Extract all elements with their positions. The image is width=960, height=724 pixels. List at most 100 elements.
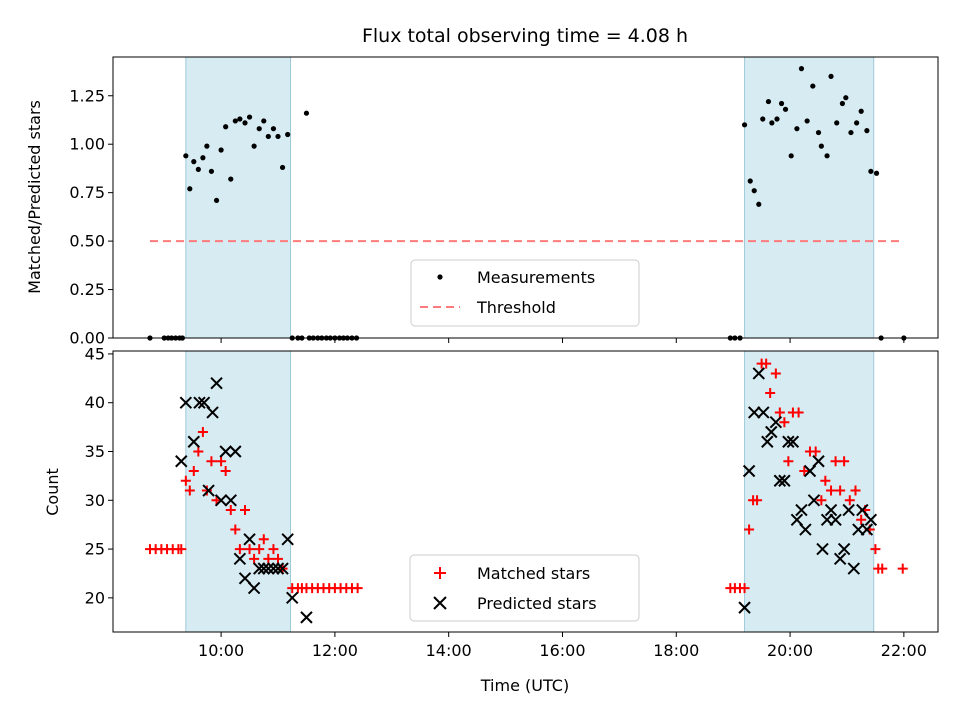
matched-star-point bbox=[774, 407, 785, 418]
bottom-count-points bbox=[144, 358, 908, 624]
legend-threshold-label: Threshold bbox=[476, 298, 556, 317]
measurement-point bbox=[270, 126, 277, 132]
matched-star-point bbox=[244, 544, 255, 555]
predicted-star-point bbox=[824, 503, 838, 517]
measurement-point bbox=[208, 168, 215, 174]
matched-star-point bbox=[188, 466, 199, 477]
measurement-point bbox=[824, 153, 830, 159]
bottom-y-axis-label: Count bbox=[43, 468, 62, 516]
measurement-point bbox=[232, 118, 238, 124]
predicted-star-point bbox=[864, 513, 878, 527]
legend-predicted-label: Predicted stars bbox=[477, 594, 597, 613]
predicted-star-point bbox=[842, 503, 855, 517]
predicted-star-point bbox=[219, 445, 232, 458]
bottom-y-tick-label: 40 bbox=[85, 393, 105, 412]
predicted-star-point bbox=[210, 376, 223, 390]
predicted-star-point bbox=[247, 581, 261, 595]
bottom-legend-box bbox=[409, 554, 640, 622]
bottom-x-tick-label: 10:00 bbox=[198, 641, 244, 660]
measurement-point bbox=[798, 66, 805, 72]
bottom-y-tick-label: 30 bbox=[85, 491, 105, 510]
predicted-star-point bbox=[224, 494, 237, 507]
bottom-legend: Matched stars Predicted stars bbox=[409, 554, 640, 622]
measurement-point bbox=[815, 129, 822, 136]
bottom-y-tick-label: 45 bbox=[85, 344, 105, 363]
measurement-point bbox=[765, 98, 772, 105]
matched-star-point bbox=[835, 485, 846, 496]
measurement-point bbox=[195, 166, 201, 172]
shaded-interval-1 bbox=[744, 56, 875, 339]
top-y-tick-label: 1.25 bbox=[69, 86, 105, 105]
predicted-star-point bbox=[253, 562, 266, 575]
predicted-star-point bbox=[738, 601, 751, 614]
matched-star-point bbox=[258, 534, 269, 545]
shaded-interval-0 bbox=[185, 56, 292, 339]
matched-star-point bbox=[268, 544, 279, 555]
top-y-tick-label: 0.00 bbox=[69, 329, 105, 348]
predicted-star-point bbox=[829, 513, 842, 527]
matched-star-point bbox=[897, 563, 908, 574]
measurement-point bbox=[810, 83, 816, 89]
matched-star-point bbox=[839, 456, 850, 467]
measurement-point bbox=[788, 153, 794, 159]
measurement-point bbox=[848, 129, 854, 136]
measurement-point bbox=[237, 116, 243, 122]
predicted-star-point bbox=[229, 445, 242, 458]
predicted-star-point bbox=[786, 435, 800, 448]
matched-star-point bbox=[844, 495, 855, 506]
matched-star-point bbox=[765, 387, 776, 398]
matched-star-point bbox=[206, 456, 217, 467]
bottom-x-tick-label: 20:00 bbox=[767, 641, 813, 660]
matched-star-point bbox=[739, 583, 750, 594]
bottom-x-ticks: 10:00 12:00 14:00 16:00 18:00 20:00 22:00 bbox=[198, 632, 927, 660]
top-axes-frame bbox=[112, 56, 939, 339]
top-shaded-intervals bbox=[185, 56, 875, 339]
measurement-point bbox=[782, 106, 789, 112]
top-y-tick-label: 0.25 bbox=[69, 280, 105, 299]
top-x-ticks bbox=[220, 338, 905, 343]
top-y-tick-label: 1.00 bbox=[69, 135, 105, 154]
predicted-star-point bbox=[206, 406, 219, 419]
matched-star-point bbox=[816, 495, 827, 506]
x-axis-label: Time (UTC) bbox=[480, 676, 569, 695]
top-y-tick-label: 0.75 bbox=[69, 183, 105, 202]
matched-star-point bbox=[240, 505, 250, 516]
matched-star-point bbox=[273, 553, 283, 564]
matched-star-point bbox=[176, 544, 187, 555]
bottom-y-tick-label: 35 bbox=[85, 442, 105, 461]
predicted-star-point bbox=[267, 562, 280, 575]
matched-star-point bbox=[877, 563, 888, 574]
measurement-point bbox=[191, 159, 197, 165]
predicted-star-point bbox=[816, 542, 829, 556]
predicted-star-point bbox=[187, 435, 201, 448]
matched-star-point bbox=[761, 358, 772, 369]
predicted-star-point bbox=[742, 464, 756, 478]
measurement-point bbox=[242, 120, 248, 126]
matched-star-point bbox=[197, 426, 208, 437]
legend-matched-label: Matched stars bbox=[477, 564, 590, 583]
bottom-y-ticks: 20 25 30 35 40 45 bbox=[85, 344, 113, 607]
shaded-interval-0 bbox=[185, 350, 292, 633]
measurement-point bbox=[213, 197, 220, 204]
measurement-point bbox=[256, 126, 262, 132]
legend-measurements-label: Measurements bbox=[477, 268, 595, 287]
bottom-y-tick-label: 25 bbox=[85, 540, 105, 559]
matched-star-point bbox=[193, 446, 204, 457]
measurement-point bbox=[778, 100, 785, 107]
measurement-point bbox=[858, 108, 864, 114]
matched-star-point bbox=[850, 485, 861, 496]
top-y-tick-label: 0.50 bbox=[69, 232, 105, 251]
predicted-star-point bbox=[799, 523, 812, 536]
predicted-star-point bbox=[233, 552, 247, 566]
measurement-point bbox=[187, 186, 193, 192]
measurement-point bbox=[839, 100, 846, 107]
predicted-star-point bbox=[795, 503, 808, 517]
top-y-axis-label: Matched/Predicted stars bbox=[25, 100, 44, 294]
predicted-star-point bbox=[276, 562, 289, 575]
matched-star-point bbox=[770, 368, 781, 379]
predicted-star-point bbox=[769, 416, 783, 429]
chart-title: Flux total observing time = 4.08 h bbox=[362, 25, 688, 47]
legend-predicted-marker bbox=[433, 596, 447, 610]
matched-star-point bbox=[234, 544, 245, 555]
